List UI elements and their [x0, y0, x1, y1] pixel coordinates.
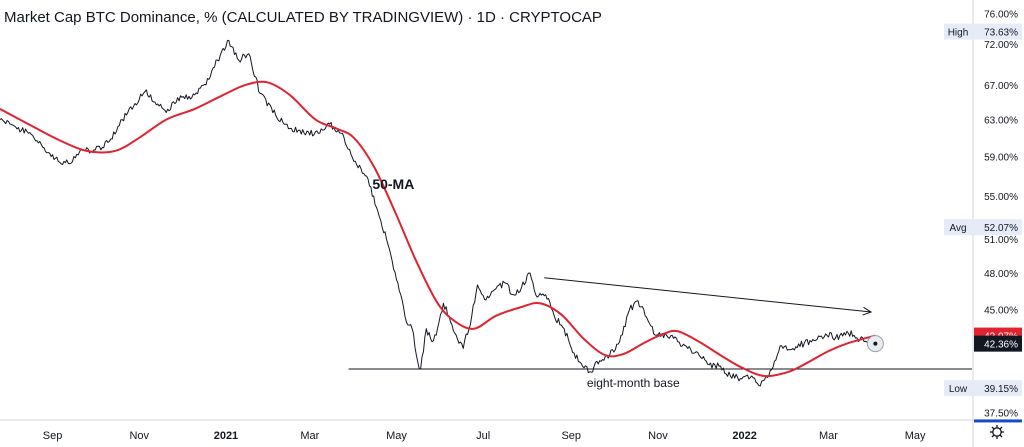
y-tick-label: 59.00% [984, 153, 1018, 164]
trendline [544, 277, 872, 313]
x-tick-label: 2021 [214, 430, 238, 442]
y-tick-label: 67.00% [984, 81, 1018, 92]
x-tick-label: 2022 [732, 430, 756, 442]
price-tag: High 73.63% [944, 23, 1022, 40]
ma-50-line [0, 80, 876, 378]
x-tick-label: Mar [300, 430, 319, 442]
gear-icon [990, 425, 1004, 439]
y-tick-label: 76.00% [984, 10, 1018, 21]
ma-label: 50-MA [372, 176, 414, 192]
y-tick-label: 48.00% [984, 269, 1018, 280]
price-tag-label: Avg [949, 223, 966, 234]
price-tag-value: 39.15% [984, 384, 1018, 395]
y-tick-label: 37.50% [984, 408, 1018, 419]
price-tag: Avg 52.07% [944, 219, 1022, 236]
price-tag-value: 42.36% [984, 340, 1018, 351]
price-tag-value-bg [974, 380, 1022, 397]
x-tick-label: Sep [43, 430, 63, 442]
y-tick-label: 63.00% [984, 116, 1018, 127]
price-tag-label: High [948, 28, 969, 39]
price-tag-value-bg [974, 23, 1022, 40]
price-tag-label-bg [944, 219, 972, 236]
price-tag-label: Low [949, 384, 968, 395]
price-tag-value-bg [974, 219, 1022, 236]
btc-dominance-line [0, 39, 876, 387]
x-tick-label: Nov [648, 430, 668, 442]
price-tag-label-bg [944, 380, 972, 397]
price-tag-value-bg [974, 335, 1022, 352]
price-tag-label-bg [944, 23, 972, 40]
trendline-arrowhead [862, 306, 873, 316]
y-tick-label: 55.00% [984, 192, 1018, 203]
axis-highlight-bar [974, 419, 1022, 423]
x-tick-label: May [386, 430, 407, 442]
price-tag-value: 73.63% [984, 28, 1018, 39]
x-tick-label: Nov [129, 430, 149, 442]
current-price-marker-dot [873, 341, 878, 346]
x-tick-label: May [905, 430, 926, 442]
plot-area [0, 39, 972, 387]
price-tag: Low 39.15% [944, 380, 1022, 397]
settings-button[interactable] [990, 425, 1004, 439]
x-tick-label: Jul [476, 430, 490, 442]
base-label: eight-month base [587, 376, 680, 390]
y-tick-label: 51.00% [984, 235, 1018, 246]
x-tick-label: Sep [561, 430, 581, 442]
price-tag: 42.36% [974, 335, 1022, 352]
y-tick-label: 45.00% [984, 306, 1018, 317]
price-tag-value: 52.07% [984, 223, 1018, 234]
x-tick-label: Mar [819, 430, 838, 442]
chart-title: Market Cap BTC Dominance, % (CALCULATED … [4, 9, 602, 26]
y-tick-label: 72.00% [984, 40, 1018, 51]
